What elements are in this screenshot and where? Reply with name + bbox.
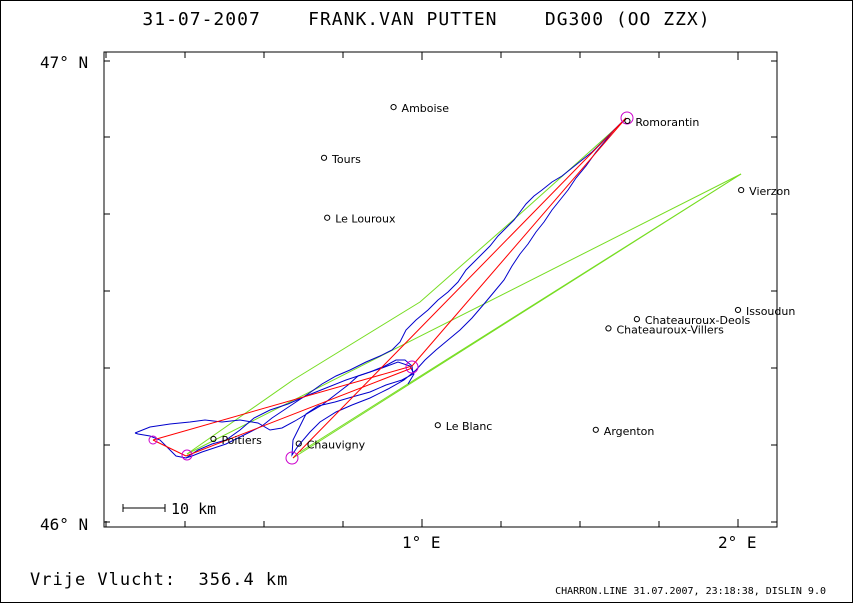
lon-label-1e: 1° E — [402, 533, 441, 552]
place-marker-vierzon — [738, 186, 745, 194]
red-leg-1 — [152, 365, 413, 441]
place-marker-argenton — [592, 426, 599, 433]
red-leg-3 — [292, 117, 627, 459]
place-label: Issoudun — [746, 305, 795, 318]
place-label: Chateauroux-Deols — [645, 314, 751, 327]
place-marker-le-blanc — [434, 422, 441, 429]
place-marker-romorantin — [624, 117, 631, 125]
page-title: 31-07-2007 FRANK.VAN PUTTEN DG300 (OO ZZ… — [142, 9, 711, 30]
free-flight-distance: Vrije Vlucht: 356.4 km — [30, 570, 289, 590]
place-label: Amboise — [402, 102, 450, 115]
place-marker-chateauroux-villers — [605, 325, 612, 332]
place-label: Chauvigny — [307, 439, 366, 452]
place-label: Le Louroux — [335, 213, 396, 226]
task-legs-red — [152, 117, 627, 459]
place-markers: Amboise Tours Le Louroux Romorantin Vierzon I… — [210, 102, 795, 452]
map-border — [103, 51, 778, 528]
track-segment-north — [134, 117, 627, 459]
place-marker-amboise — [390, 104, 397, 111]
place-label: Vierzon — [749, 185, 790, 198]
place-marker-tours — [320, 154, 328, 161]
footer-credit: CHARRON.LINE 31.07.2007, 23:18:38, DISLI… — [555, 586, 826, 597]
place-label: Chateauroux-Villers — [616, 323, 724, 336]
green-leg-vierzon-c — [299, 173, 742, 453]
place-marker-issoudun — [734, 306, 742, 314]
turnpoint-west — [148, 435, 158, 445]
place-marker-poitiers — [210, 435, 217, 443]
place-label: Tours — [331, 153, 361, 166]
task-legs-green — [186, 119, 742, 459]
turnpoint-circles — [148, 111, 634, 465]
scale-bar — [122, 504, 166, 512]
place-marker-le-louroux — [324, 214, 331, 221]
axis-ticks — [104, 52, 777, 527]
red-leg-4 — [411, 117, 627, 367]
green-leg-west — [186, 119, 626, 455]
place-label: Poitiers — [221, 434, 262, 447]
scale-bar-label: 10 km — [171, 500, 216, 518]
place-marker-chateauroux-deols — [633, 316, 640, 323]
turnpoint-chauvigny — [285, 451, 299, 465]
red-leg-5 — [152, 439, 187, 457]
lat-label-top: 47° N — [40, 53, 88, 72]
lat-label-bottom: 46° N — [40, 515, 88, 534]
place-label: Argenton — [604, 425, 655, 438]
track-segment-main — [134, 118, 627, 457]
flight-track — [134, 117, 627, 459]
red-leg-2 — [185, 367, 413, 457]
lon-label-2e: 2° E — [718, 533, 757, 552]
place-label: Le Blanc — [446, 420, 493, 433]
place-label: Romorantin — [635, 116, 699, 129]
place-marker-chauvigny — [295, 440, 302, 447]
turnpoint-middle — [405, 360, 419, 374]
turnpoint-poitiers — [181, 449, 193, 461]
